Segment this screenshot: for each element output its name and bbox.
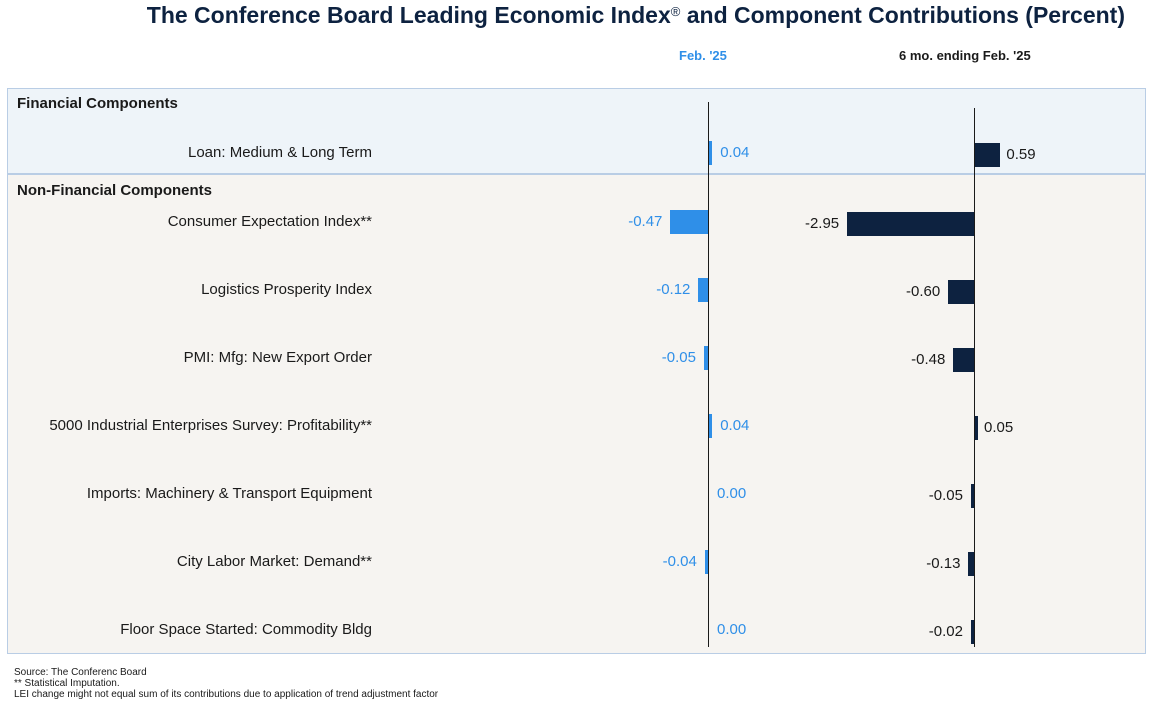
data-label-feb: 0.04	[720, 144, 750, 161]
bar-six-month	[971, 484, 974, 508]
row-label: PMI: Mfg: New Export Order	[183, 349, 372, 366]
data-label-six-month: -0.02	[928, 623, 963, 640]
column-header-six-month: 6 mo. ending Feb. '25	[899, 48, 1031, 63]
bar-feb	[704, 550, 708, 574]
section-label-financial: Financial Components	[17, 95, 178, 112]
bar-six-month	[953, 348, 974, 372]
row-label: Loan: Medium & Long Term	[188, 144, 372, 161]
data-label-feb: 0.00	[717, 621, 747, 638]
non-financial-panel	[7, 174, 1146, 654]
data-label-six-month: -0.60	[906, 283, 941, 300]
data-label-feb: 0.00	[717, 485, 747, 502]
bar-feb	[670, 210, 708, 234]
bar-six-month	[975, 143, 1001, 167]
row-label: Logistics Prosperity Index	[201, 281, 372, 298]
data-label-feb: -0.04	[662, 553, 697, 570]
data-label-six-month: -0.48	[911, 351, 946, 368]
row-label: Imports: Machinery & Transport Equipment	[86, 485, 372, 502]
title-text: The Conference Board Leading Economic In…	[146, 2, 671, 28]
data-label-six-month: 0.05	[984, 419, 1014, 436]
bar-six-month	[847, 212, 974, 236]
bar-feb	[709, 414, 713, 438]
data-label-feb: 0.04	[720, 417, 750, 434]
section-label-non-financial: Non-Financial Components	[17, 182, 212, 199]
bar-six-month	[968, 552, 974, 576]
row-label: Floor Space Started: Commodity Bldg	[120, 621, 372, 638]
title-text-rest: and Component Contributions (Percent)	[680, 2, 1125, 28]
footer-note-trend: LEI change might not equal sum of its co…	[14, 689, 439, 700]
bar-six-month	[975, 416, 978, 440]
axis-six-month	[974, 108, 975, 647]
row-label: Consumer Expectation Index**	[167, 213, 372, 230]
bar-feb	[698, 278, 708, 302]
registered-mark: ®	[670, 4, 681, 19]
bar-six-month	[948, 280, 974, 304]
chart-title: The Conference Board Leading Economic In…	[0, 2, 1155, 29]
axis-feb	[708, 102, 709, 647]
column-header-feb: Feb. '25	[679, 48, 727, 63]
data-label-feb: -0.47	[628, 213, 663, 230]
row-label: City Labor Market: Demand**	[176, 553, 372, 570]
footer-note-imputation: ** Statistical Imputation.	[14, 678, 120, 689]
row-label: 5000 Industrial Enterprises Survey: Prof…	[49, 417, 372, 434]
data-label-six-month: -0.13	[926, 555, 961, 572]
bar-six-month	[971, 620, 974, 644]
financial-panel	[7, 88, 1146, 174]
data-label-six-month: 0.59	[1006, 146, 1036, 163]
data-label-feb: -0.05	[661, 349, 696, 366]
bar-feb	[704, 346, 708, 370]
footer: Source: The Conferenc Board ** Statistic…	[14, 667, 438, 700]
bar-feb	[709, 141, 713, 165]
data-label-six-month: -2.95	[804, 215, 840, 232]
data-label-feb: -0.12	[656, 281, 691, 298]
footer-source: Source: The Conferenc Board	[14, 667, 147, 678]
data-label-six-month: -0.05	[928, 487, 963, 504]
